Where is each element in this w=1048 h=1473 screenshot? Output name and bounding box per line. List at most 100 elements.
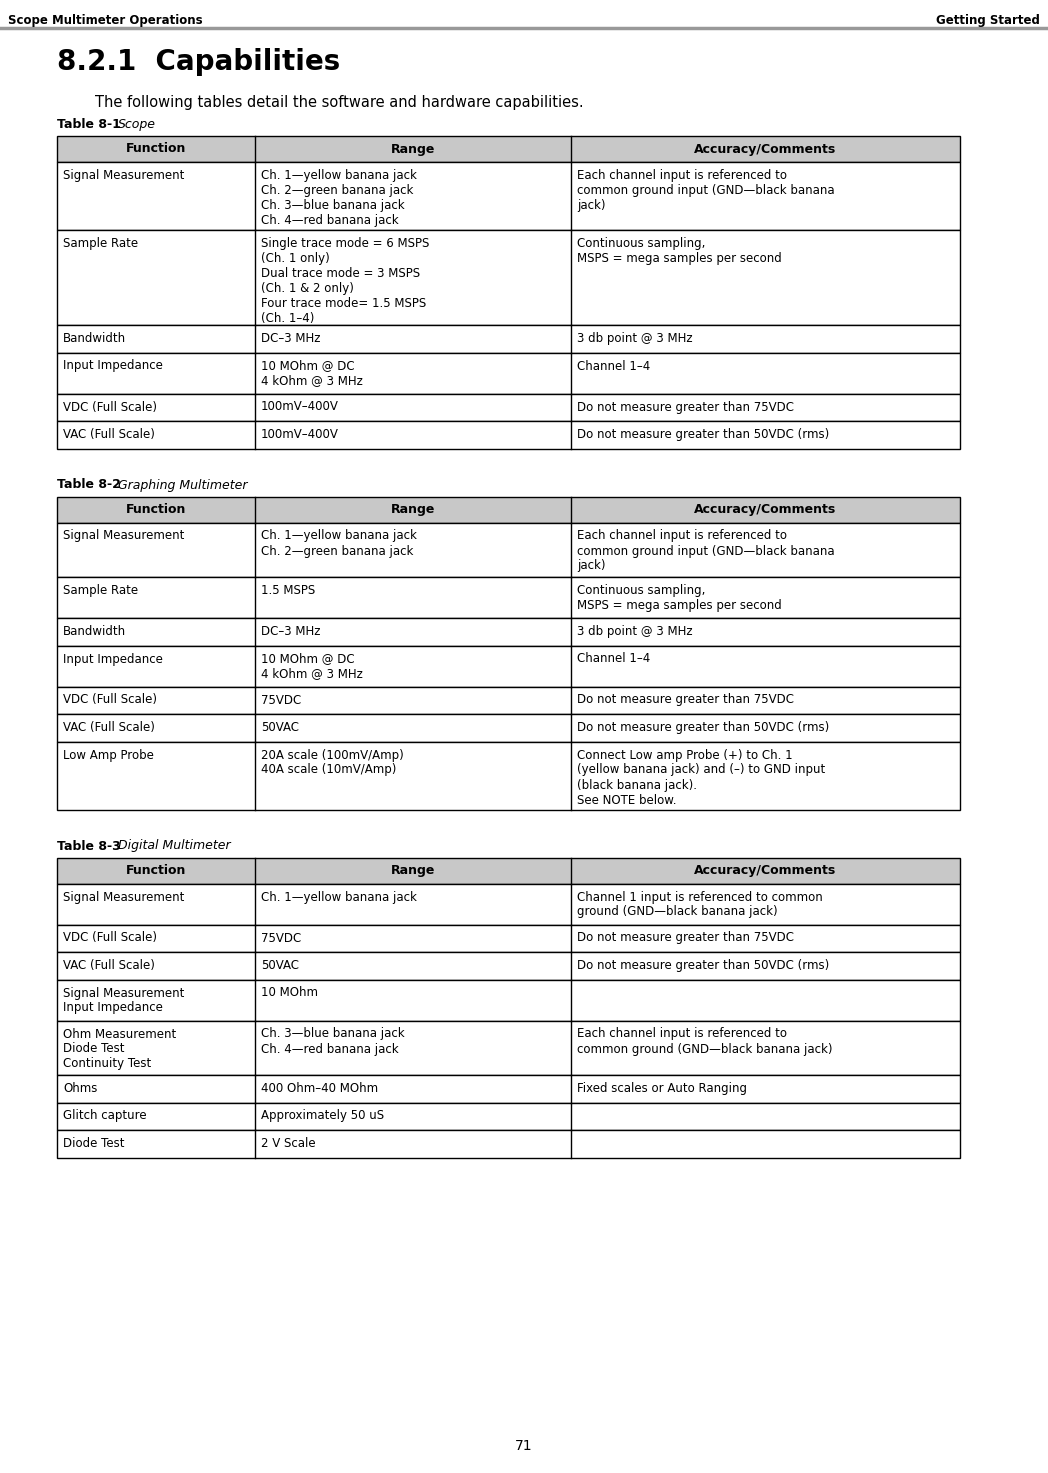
Text: Ch. 1—yellow banana jack
Ch. 2—green banana jack
Ch. 3—blue banana jack
Ch. 4—re: Ch. 1—yellow banana jack Ch. 2—green ban… [261,169,417,227]
Bar [57,980,960,1021]
Text: VDC (Full Scale): VDC (Full Scale) [63,931,157,944]
Text: Signal Measurement: Signal Measurement [63,169,184,183]
Text: The following tables detail the software and hardware capabilities.: The following tables detail the software… [95,94,584,110]
Text: Diode Test: Diode Test [63,1137,125,1150]
Text: Each channel input is referenced to
common ground input (GND—black banana
jack): Each channel input is referenced to comm… [577,529,834,573]
Text: Do not measure greater than 50VDC (rms): Do not measure greater than 50VDC (rms) [577,429,829,440]
Text: Bandwidth: Bandwidth [63,625,126,638]
Bar [57,421,960,448]
Text: Sample Rate: Sample Rate [63,237,138,250]
Text: Function: Function [126,865,187,876]
Text: Ch. 1—yellow banana jack: Ch. 1—yellow banana jack [261,891,417,903]
Text: Range: Range [391,865,435,876]
Text: Channel 1–4: Channel 1–4 [577,359,650,373]
Text: Signal Measurement: Signal Measurement [63,891,184,903]
Text: Do not measure greater than 75VDC: Do not measure greater than 75VDC [577,931,794,944]
Text: Signal Measurement: Signal Measurement [63,529,184,542]
Text: 50VAC: 50VAC [261,720,299,734]
Text: Do not measure greater than 50VDC (rms): Do not measure greater than 50VDC (rms) [577,959,829,972]
Text: Approximately 50 uS: Approximately 50 uS [261,1109,385,1122]
Text: Do not measure greater than 50VDC (rms): Do not measure greater than 50VDC (rms) [577,720,829,734]
Text: Fixed scales or Auto Ranging: Fixed scales or Auto Ranging [577,1083,747,1094]
Text: Connect Low amp Probe (+) to Ch. 1
(yellow banana jack) and (–) to GND input
(bl: Connect Low amp Probe (+) to Ch. 1 (yell… [577,748,825,807]
Text: 10 MOhm: 10 MOhm [261,987,318,1000]
Bar [57,1075,960,1102]
Bar [57,1102,960,1130]
Text: 8.2.1  Capabilities: 8.2.1 Capabilities [57,49,341,77]
Text: VAC (Full Scale): VAC (Full Scale) [63,429,155,440]
Text: Do not measure greater than 75VDC: Do not measure greater than 75VDC [577,694,794,707]
Bar [57,1130,960,1158]
Text: Low Amp Probe: Low Amp Probe [63,748,154,762]
Bar [57,857,960,884]
Text: Ch. 1—yellow banana jack
Ch. 2—green banana jack: Ch. 1—yellow banana jack Ch. 2—green ban… [261,529,417,557]
Bar [57,523,960,577]
Text: Getting Started: Getting Started [936,15,1040,27]
Text: 100mV–400V: 100mV–400V [261,401,339,414]
Text: Bandwidth: Bandwidth [63,331,126,345]
Text: Accuracy/Comments: Accuracy/Comments [695,143,836,156]
Text: 2 V Scale: 2 V Scale [261,1137,315,1150]
Bar [57,393,960,421]
Bar [57,714,960,741]
Text: 75VDC: 75VDC [261,931,301,944]
Text: VDC (Full Scale): VDC (Full Scale) [63,694,157,707]
Bar [57,741,960,810]
Bar [57,230,960,326]
Text: Channel 1–4: Channel 1–4 [577,653,650,666]
Text: Channel 1 input is referenced to common
ground (GND—black banana jack): Channel 1 input is referenced to common … [577,891,823,919]
Text: 50VAC: 50VAC [261,959,299,972]
Text: Accuracy/Comments: Accuracy/Comments [695,865,836,876]
Bar [57,577,960,619]
Text: Continuous sampling,
MSPS = mega samples per second: Continuous sampling, MSPS = mega samples… [577,583,782,611]
Text: 10 MOhm @ DC
4 kOhm @ 3 MHz: 10 MOhm @ DC 4 kOhm @ 3 MHz [261,359,363,387]
Text: Ohms: Ohms [63,1083,97,1094]
Text: Function: Function [126,502,187,516]
Text: DC–3 MHz: DC–3 MHz [261,625,321,638]
Text: Sample Rate: Sample Rate [63,583,138,597]
Text: Glitch capture: Glitch capture [63,1109,147,1122]
Text: 1.5 MSPS: 1.5 MSPS [261,583,315,597]
Text: DC–3 MHz: DC–3 MHz [261,331,321,345]
Text: Scope Multimeter Operations: Scope Multimeter Operations [8,15,202,27]
Text: 20A scale (100mV/Amp)
40A scale (10mV/Amp): 20A scale (100mV/Amp) 40A scale (10mV/Am… [261,748,403,776]
Bar [57,162,960,230]
Text: Each channel input is referenced to
common ground (GND—black banana jack): Each channel input is referenced to comm… [577,1028,832,1056]
Text: Table 8-2: Table 8-2 [57,479,126,492]
Text: Ch. 3—blue banana jack
Ch. 4—red banana jack: Ch. 3—blue banana jack Ch. 4—red banana … [261,1028,405,1056]
Bar [57,925,960,952]
Bar [57,352,960,393]
Text: 3 db point @ 3 MHz: 3 db point @ 3 MHz [577,331,693,345]
Text: Input Impedance: Input Impedance [63,359,162,373]
Text: 71: 71 [516,1439,532,1452]
Bar [57,619,960,645]
Bar [57,496,960,523]
Text: Accuracy/Comments: Accuracy/Comments [695,502,836,516]
Bar [57,884,960,925]
Bar [57,952,960,980]
Text: Input Impedance: Input Impedance [63,653,162,666]
Text: Each channel input is referenced to
common ground input (GND—black banana
jack): Each channel input is referenced to comm… [577,169,834,212]
Text: Do not measure greater than 75VDC: Do not measure greater than 75VDC [577,401,794,414]
Text: VDC (Full Scale): VDC (Full Scale) [63,401,157,414]
Bar [57,1021,960,1075]
Text: Ohm Measurement
Diode Test
Continuity Test: Ohm Measurement Diode Test Continuity Te… [63,1028,176,1071]
Bar [57,645,960,686]
Text: Continuous sampling,
MSPS = mega samples per second: Continuous sampling, MSPS = mega samples… [577,237,782,265]
Text: Table 8-3: Table 8-3 [57,840,125,853]
Bar [57,686,960,714]
Text: Scope: Scope [118,118,156,131]
Bar [57,326,960,352]
Text: Range: Range [391,502,435,516]
Bar [57,136,960,162]
Text: Digital Multimeter: Digital Multimeter [118,840,231,853]
Text: 100mV–400V: 100mV–400V [261,429,339,440]
Text: VAC (Full Scale): VAC (Full Scale) [63,720,155,734]
Text: Range: Range [391,143,435,156]
Text: Graphing Multimeter: Graphing Multimeter [118,479,247,492]
Text: Single trace mode = 6 MSPS
(Ch. 1 only)
Dual trace mode = 3 MSPS
(Ch. 1 & 2 only: Single trace mode = 6 MSPS (Ch. 1 only) … [261,237,430,326]
Text: 75VDC: 75VDC [261,694,301,707]
Text: Function: Function [126,143,187,156]
Text: VAC (Full Scale): VAC (Full Scale) [63,959,155,972]
Text: Signal Measurement
Input Impedance: Signal Measurement Input Impedance [63,987,184,1015]
